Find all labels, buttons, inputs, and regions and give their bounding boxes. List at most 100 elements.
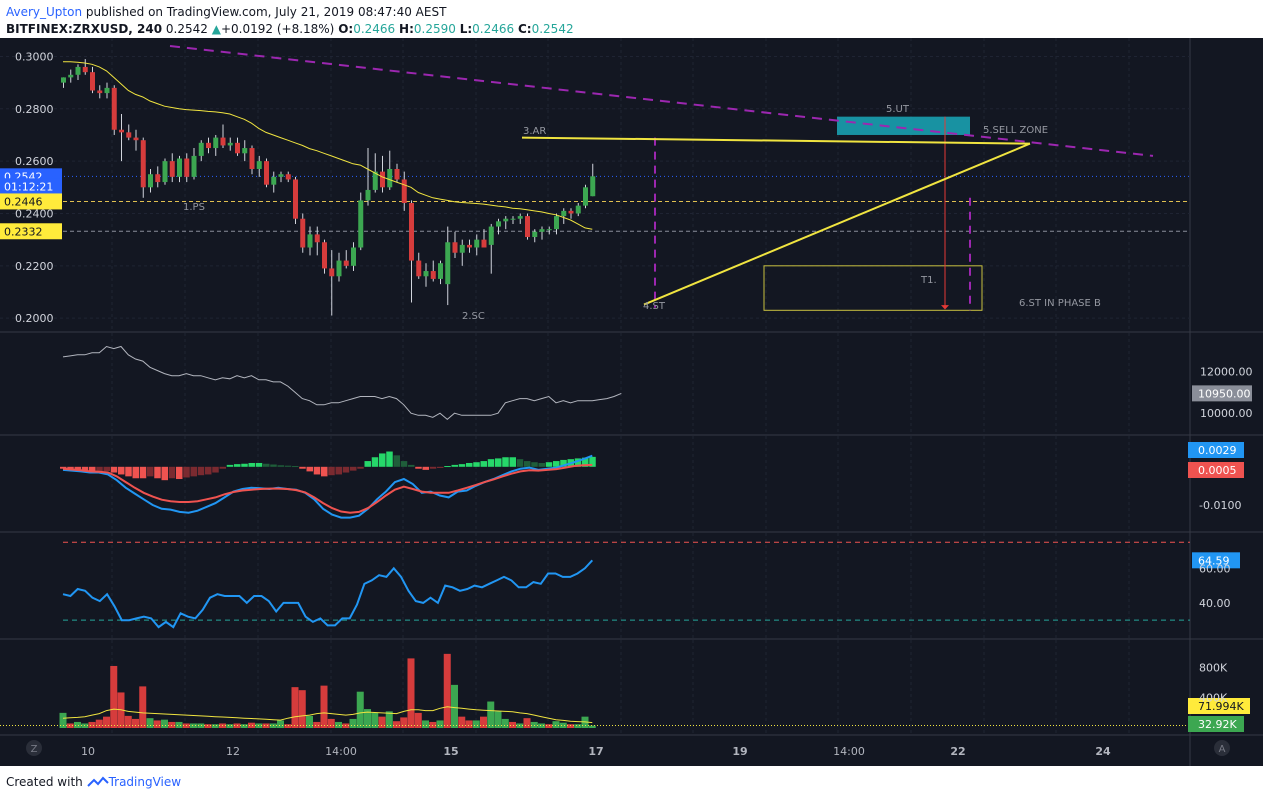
candle-body [510, 218, 516, 220]
z-icon[interactable]: Z [31, 744, 38, 755]
candle-body [590, 176, 596, 197]
support-trendline [643, 142, 1031, 306]
macd-histogram-bar [139, 466, 147, 479]
macd-histogram-bar [277, 465, 284, 467]
candle-body [372, 171, 378, 190]
volume-bar [248, 722, 255, 728]
volume-bar [559, 722, 567, 728]
macd-pane[interactable]: 0.0029 0.0005 [60, 442, 1244, 519]
volume-bar [356, 691, 364, 728]
volume-pane[interactable]: 71.994K 32.92K [0, 653, 1250, 732]
candle-body [61, 77, 66, 83]
volume-bar [364, 709, 371, 728]
candle-body [285, 174, 291, 180]
macd-histogram-bar [161, 466, 168, 481]
candle-body [256, 161, 262, 169]
macd-value-label: 0.0029 [1198, 444, 1237, 457]
volume-bar [146, 718, 154, 728]
candle-body [459, 244, 465, 253]
macd-histogram-bar [495, 458, 502, 467]
candle-body [503, 218, 509, 222]
candle-body [307, 234, 313, 248]
candle-body [336, 260, 342, 277]
a-icon[interactable]: A [1219, 744, 1226, 755]
macd-histogram-bar [306, 466, 313, 472]
volume-bar [277, 720, 284, 728]
signal-line [62, 463, 593, 514]
candle-body [264, 161, 269, 185]
candle-body [358, 200, 364, 248]
candle-body [329, 268, 335, 277]
macd-histogram-bar [357, 466, 364, 469]
price-tick-label: 0.2200 [15, 260, 54, 273]
macd-histogram-bar [284, 465, 292, 467]
log-scale-button[interactable] [26, 740, 42, 756]
macd-histogram-bar [466, 462, 473, 467]
candle-body [184, 158, 190, 177]
candle-body [525, 216, 530, 238]
rsi-tick-label: 60.00 [1199, 562, 1231, 575]
candle-body [423, 271, 429, 277]
macd-histogram-bar [263, 463, 270, 467]
macd-histogram-bar [110, 466, 118, 473]
volume-bar [538, 723, 545, 728]
author-link[interactable]: Avery_Upton [6, 5, 83, 19]
macd-histogram-bar [96, 466, 103, 472]
label-st: 4.ST [643, 301, 666, 312]
macd-histogram-bar [422, 466, 429, 470]
tradingview-link[interactable]: TradingView [108, 775, 182, 789]
volume-bar [458, 716, 466, 728]
volume-bar [588, 725, 596, 728]
price-badge-label: 0.2332 [4, 225, 43, 238]
macd-histogram-bar [524, 461, 531, 467]
volume-bar [139, 686, 147, 728]
candle-body [380, 171, 385, 188]
target-arrow-head [941, 305, 949, 310]
macd-histogram-bar [502, 457, 509, 467]
osc-value-badge [1192, 385, 1252, 402]
macd-histogram-bar [212, 466, 219, 473]
auto-scale-button[interactable] [1214, 740, 1230, 756]
annotations: 1.PS 2.SC 3.AR 4.ST 5.UT 5.SELL ZONE T1.… [26, 104, 1230, 756]
price-change: +0.0192 (+8.18%) [220, 22, 335, 36]
volume-bar [103, 716, 110, 728]
oscillator-pane[interactable]: 10950.00 [62, 345, 1252, 421]
candle-body [140, 140, 146, 188]
price-badge-label: 0.2446 [4, 195, 43, 208]
volume-bar [66, 723, 74, 728]
macd-histogram-bar [589, 456, 596, 467]
macd-histogram-bar [350, 466, 357, 471]
macd-histogram-bar [364, 461, 371, 467]
macd-histogram-bar [328, 466, 335, 476]
target-box [763, 265, 983, 311]
macd-histogram-bar [67, 466, 74, 470]
candle-body [575, 205, 581, 214]
price-badge-bg [0, 178, 62, 195]
macd-histogram-bar [190, 466, 197, 477]
volume-tick-label: 800K [1199, 661, 1228, 674]
volume-bar [393, 721, 400, 728]
candle-body [271, 176, 277, 185]
purple-downtrend-line [169, 45, 1154, 157]
candle-body [561, 210, 567, 217]
rsi-pane[interactable]: 64.59 [62, 541, 1240, 629]
macd-histogram-bar [81, 466, 89, 472]
volume-bar [74, 721, 81, 728]
candle-body [206, 142, 211, 149]
macd-histogram-bar [248, 462, 255, 467]
macd-histogram-bar [125, 466, 132, 477]
label-ut: 5.UT [886, 104, 910, 115]
volume-ma-badge [1188, 698, 1250, 714]
candle-body [394, 168, 400, 180]
label-sc: 2.SC [462, 311, 485, 322]
volume-bar [327, 718, 335, 728]
price-badge-bg [0, 223, 62, 240]
price-badge-bg [0, 193, 62, 210]
volume-bar [175, 721, 183, 728]
volume-bar [378, 716, 386, 728]
candle-body [133, 137, 139, 141]
open-value: 0.2466 [353, 22, 396, 36]
volume-bar [530, 721, 538, 728]
